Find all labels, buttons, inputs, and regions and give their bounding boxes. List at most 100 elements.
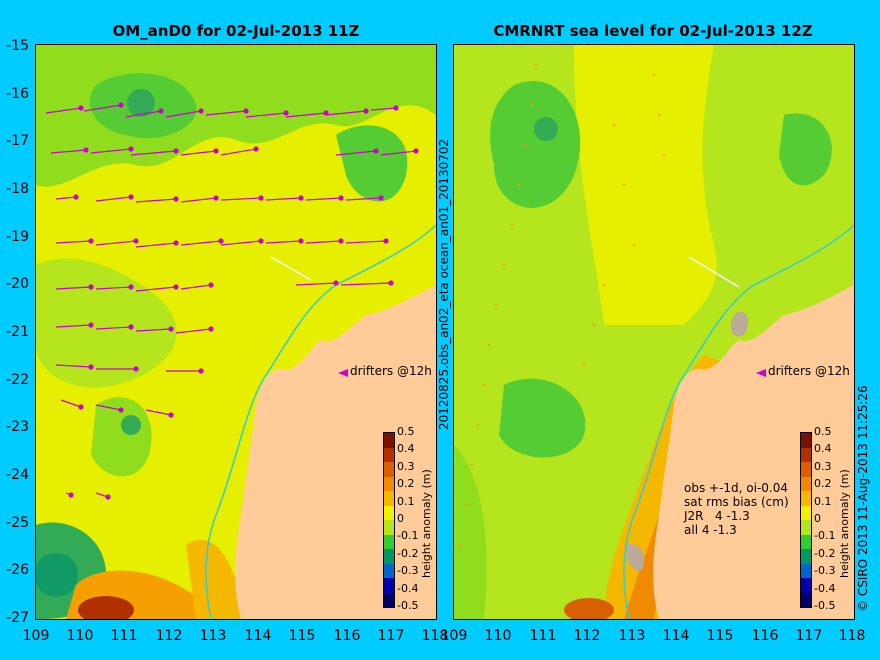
x-tick: 116 [333,628,361,644]
y-tick: -21 [6,324,29,340]
colorbar-segment [384,549,394,564]
stats-line: sat rms bias (cm) [684,495,789,509]
left-colorbar [383,432,395,608]
right-colorbar [800,432,812,608]
colorbar-tick: 0 [397,512,404,525]
x-tick: 112 [155,628,183,644]
stats-line: obs +-1d, oi-0.04 [684,481,789,495]
colorbar-tick: 0.4 [814,442,832,456]
left-map-title: OM_anD0 for 02-Jul-2013 11Z [112,22,360,40]
colorbar-segment [384,433,394,448]
x-tick: 116 [751,628,779,644]
x-tick: 117 [795,628,823,644]
y-tick: -27 [6,610,29,626]
y-tick: -19 [6,229,29,245]
right-map-title: CMRNRT sea level for 02-Jul-2013 12Z [493,22,813,40]
colorbar-segment [384,505,394,520]
colorbar-tick: 0.2 [397,477,415,491]
x-tick: 118 [838,628,866,644]
colorbar-tick: -0.2 [397,546,419,560]
stats-box: obs +-1d, oi-0.04 sat rms bias (cm) J2R … [684,481,789,537]
left-map-svg [36,45,436,619]
colorbar-segment [801,447,811,462]
colorbar-segment [384,592,394,607]
x-tick: 115 [288,628,316,644]
x-tick: 113 [199,628,227,644]
right-map-svg [454,45,854,619]
colorbar-tick: -0.5 [397,599,419,612]
colorbar-tick: 0.5 [814,425,832,438]
colorbar-segment [801,433,811,448]
x-tick: 111 [110,628,138,644]
y-tick: -22 [6,372,29,388]
colorbar-segment [384,563,394,578]
colorbar-tick: 0.1 [397,494,415,508]
drifters-label-left: drifters @12h [350,364,432,378]
drifters-label-right: drifters @12h [768,364,850,378]
x-tick: 110 [66,628,94,644]
drifter-marker-icon [338,369,348,377]
colorbar-tick: -0.1 [814,529,836,543]
colorbar-tick: 0.1 [814,494,832,508]
colorbar-segment [801,476,811,491]
colorbar-tick: -0.4 [397,581,419,595]
colorbar-segment [384,476,394,491]
colorbar-tick: 0 [814,512,821,525]
colorbar-tick: 0.2 [814,477,832,491]
right-side-label: © CSIRO 2013 11-Aug-2013 11:25:26 [856,385,870,612]
x-tick: 109 [440,628,468,644]
colorbar-tick: 0.3 [814,459,832,473]
colorbar-tick: -0.3 [814,564,836,578]
colorbar-segment [801,491,811,506]
colorbar-label-right: height anomaly (m) [838,469,851,578]
x-tick: 117 [377,628,405,644]
stats-line: all 4 -1.3 [684,523,737,537]
x-tick: 109 [22,628,50,644]
x-tick: 114 [662,628,690,644]
colorbar-segment [384,447,394,462]
colorbar-segment [384,520,394,535]
colorbar-segment [801,462,811,477]
left-side-label: 20120825.obs_an02_eta ocean_an01_2013070… [437,138,451,430]
colorbar-segment [384,578,394,593]
colorbar-segment [801,534,811,549]
y-tick: -20 [6,276,29,292]
colorbar-tick: -0.4 [814,581,836,595]
colorbar-tick: 0.4 [397,442,415,456]
y-tick: -15 [6,38,29,54]
y-tick: -23 [6,419,29,435]
y-tick: -18 [6,181,29,197]
colorbar-tick: -0.1 [397,529,419,543]
x-tick: 110 [484,628,512,644]
colorbar-tick: -0.5 [814,599,836,612]
colorbar-tick: 0.3 [397,459,415,473]
colorbar-tick: 0.5 [397,425,415,438]
colorbar-tick: -0.3 [397,564,419,578]
y-tick: -25 [6,515,29,531]
x-tick: 114 [244,628,272,644]
x-tick: 113 [618,628,646,644]
colorbar-segment [801,578,811,593]
x-tick: 115 [706,628,734,644]
colorbar-tick: -0.2 [814,546,836,560]
colorbar-segment [384,491,394,506]
y-tick: -24 [6,467,29,483]
y-tick: -17 [6,133,29,149]
x-tick: 112 [573,628,601,644]
colorbar-segment [801,563,811,578]
colorbar-segment [801,549,811,564]
colorbar-segment [801,592,811,607]
left-map-panel [35,44,437,620]
colorbar-segment [384,534,394,549]
drifter-marker-icon [756,369,766,377]
stats-line: J2R 4 -1.3 [684,509,750,523]
colorbar-segment [801,505,811,520]
colorbar-label-left: height anomaly (m) [420,469,433,578]
colorbar-segment [384,462,394,477]
colorbar-segment [801,520,811,535]
y-tick: -16 [6,86,29,102]
x-tick: 118 [421,628,449,644]
right-map-panel [453,44,855,620]
x-tick: 111 [529,628,557,644]
y-tick: -26 [6,562,29,578]
